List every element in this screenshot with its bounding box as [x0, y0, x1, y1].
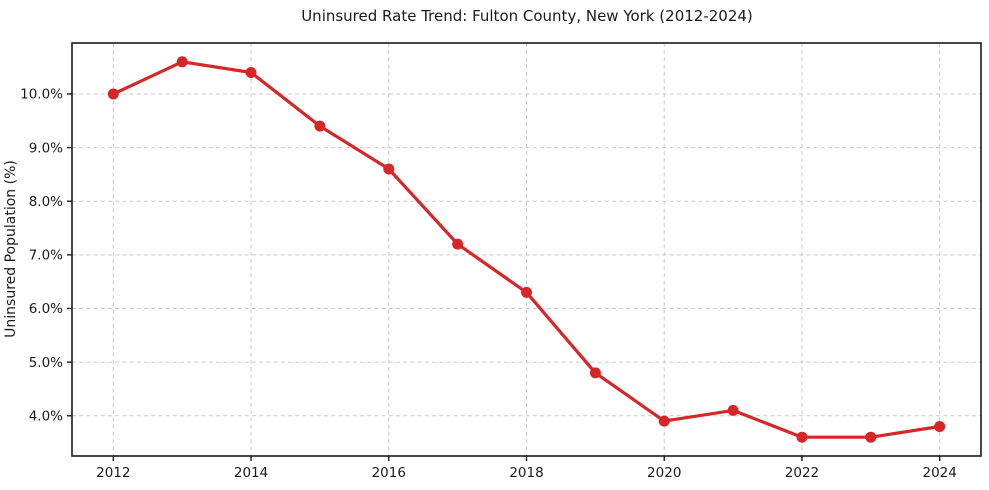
chart-title: Uninsured Rate Trend: Fulton County, New…	[301, 7, 753, 25]
data-point-2023	[865, 431, 877, 443]
x-tick-label: 2022	[785, 465, 819, 481]
x-tick-label: 2016	[372, 465, 406, 481]
y-tick-label: 9.0%	[29, 140, 63, 156]
x-tick-label: 2014	[234, 465, 268, 481]
y-tick-label: 8.0%	[29, 194, 63, 210]
x-tick-label: 2024	[923, 465, 957, 481]
data-point-2017	[452, 238, 464, 250]
x-tick-label: 2018	[509, 465, 543, 481]
y-axis-label: Uninsured Population (%)	[3, 160, 19, 338]
data-point-2013	[176, 56, 188, 68]
x-tick-label: 2020	[647, 465, 681, 481]
data-point-2022	[796, 431, 808, 443]
data-point-2021	[727, 404, 739, 416]
data-point-2019	[589, 367, 601, 379]
x-tick-label: 2012	[96, 465, 130, 481]
tick-marks	[67, 93, 941, 461]
y-tick-label: 6.0%	[29, 301, 63, 317]
tick-labels: 4.0% 5.0% 6.0% 7.0% 8.0% 9.0% 10.0% 2012 2014 201…	[20, 87, 957, 481]
y-tick-label: 5.0%	[29, 355, 63, 371]
y-tick-label: 4.0%	[29, 408, 63, 424]
y-tick-label: 7.0%	[29, 248, 63, 264]
data-point-2015	[314, 120, 326, 132]
data-point-2016	[383, 163, 395, 175]
gridlines	[72, 43, 981, 456]
data-point-2018	[521, 286, 532, 298]
data-point-2020	[658, 415, 670, 427]
data-point-2012	[107, 88, 119, 100]
data-series	[107, 56, 946, 443]
y-tick-label: 10.0%	[20, 87, 63, 103]
data-point-2024	[934, 421, 946, 432]
data-point-2014	[245, 67, 257, 78]
